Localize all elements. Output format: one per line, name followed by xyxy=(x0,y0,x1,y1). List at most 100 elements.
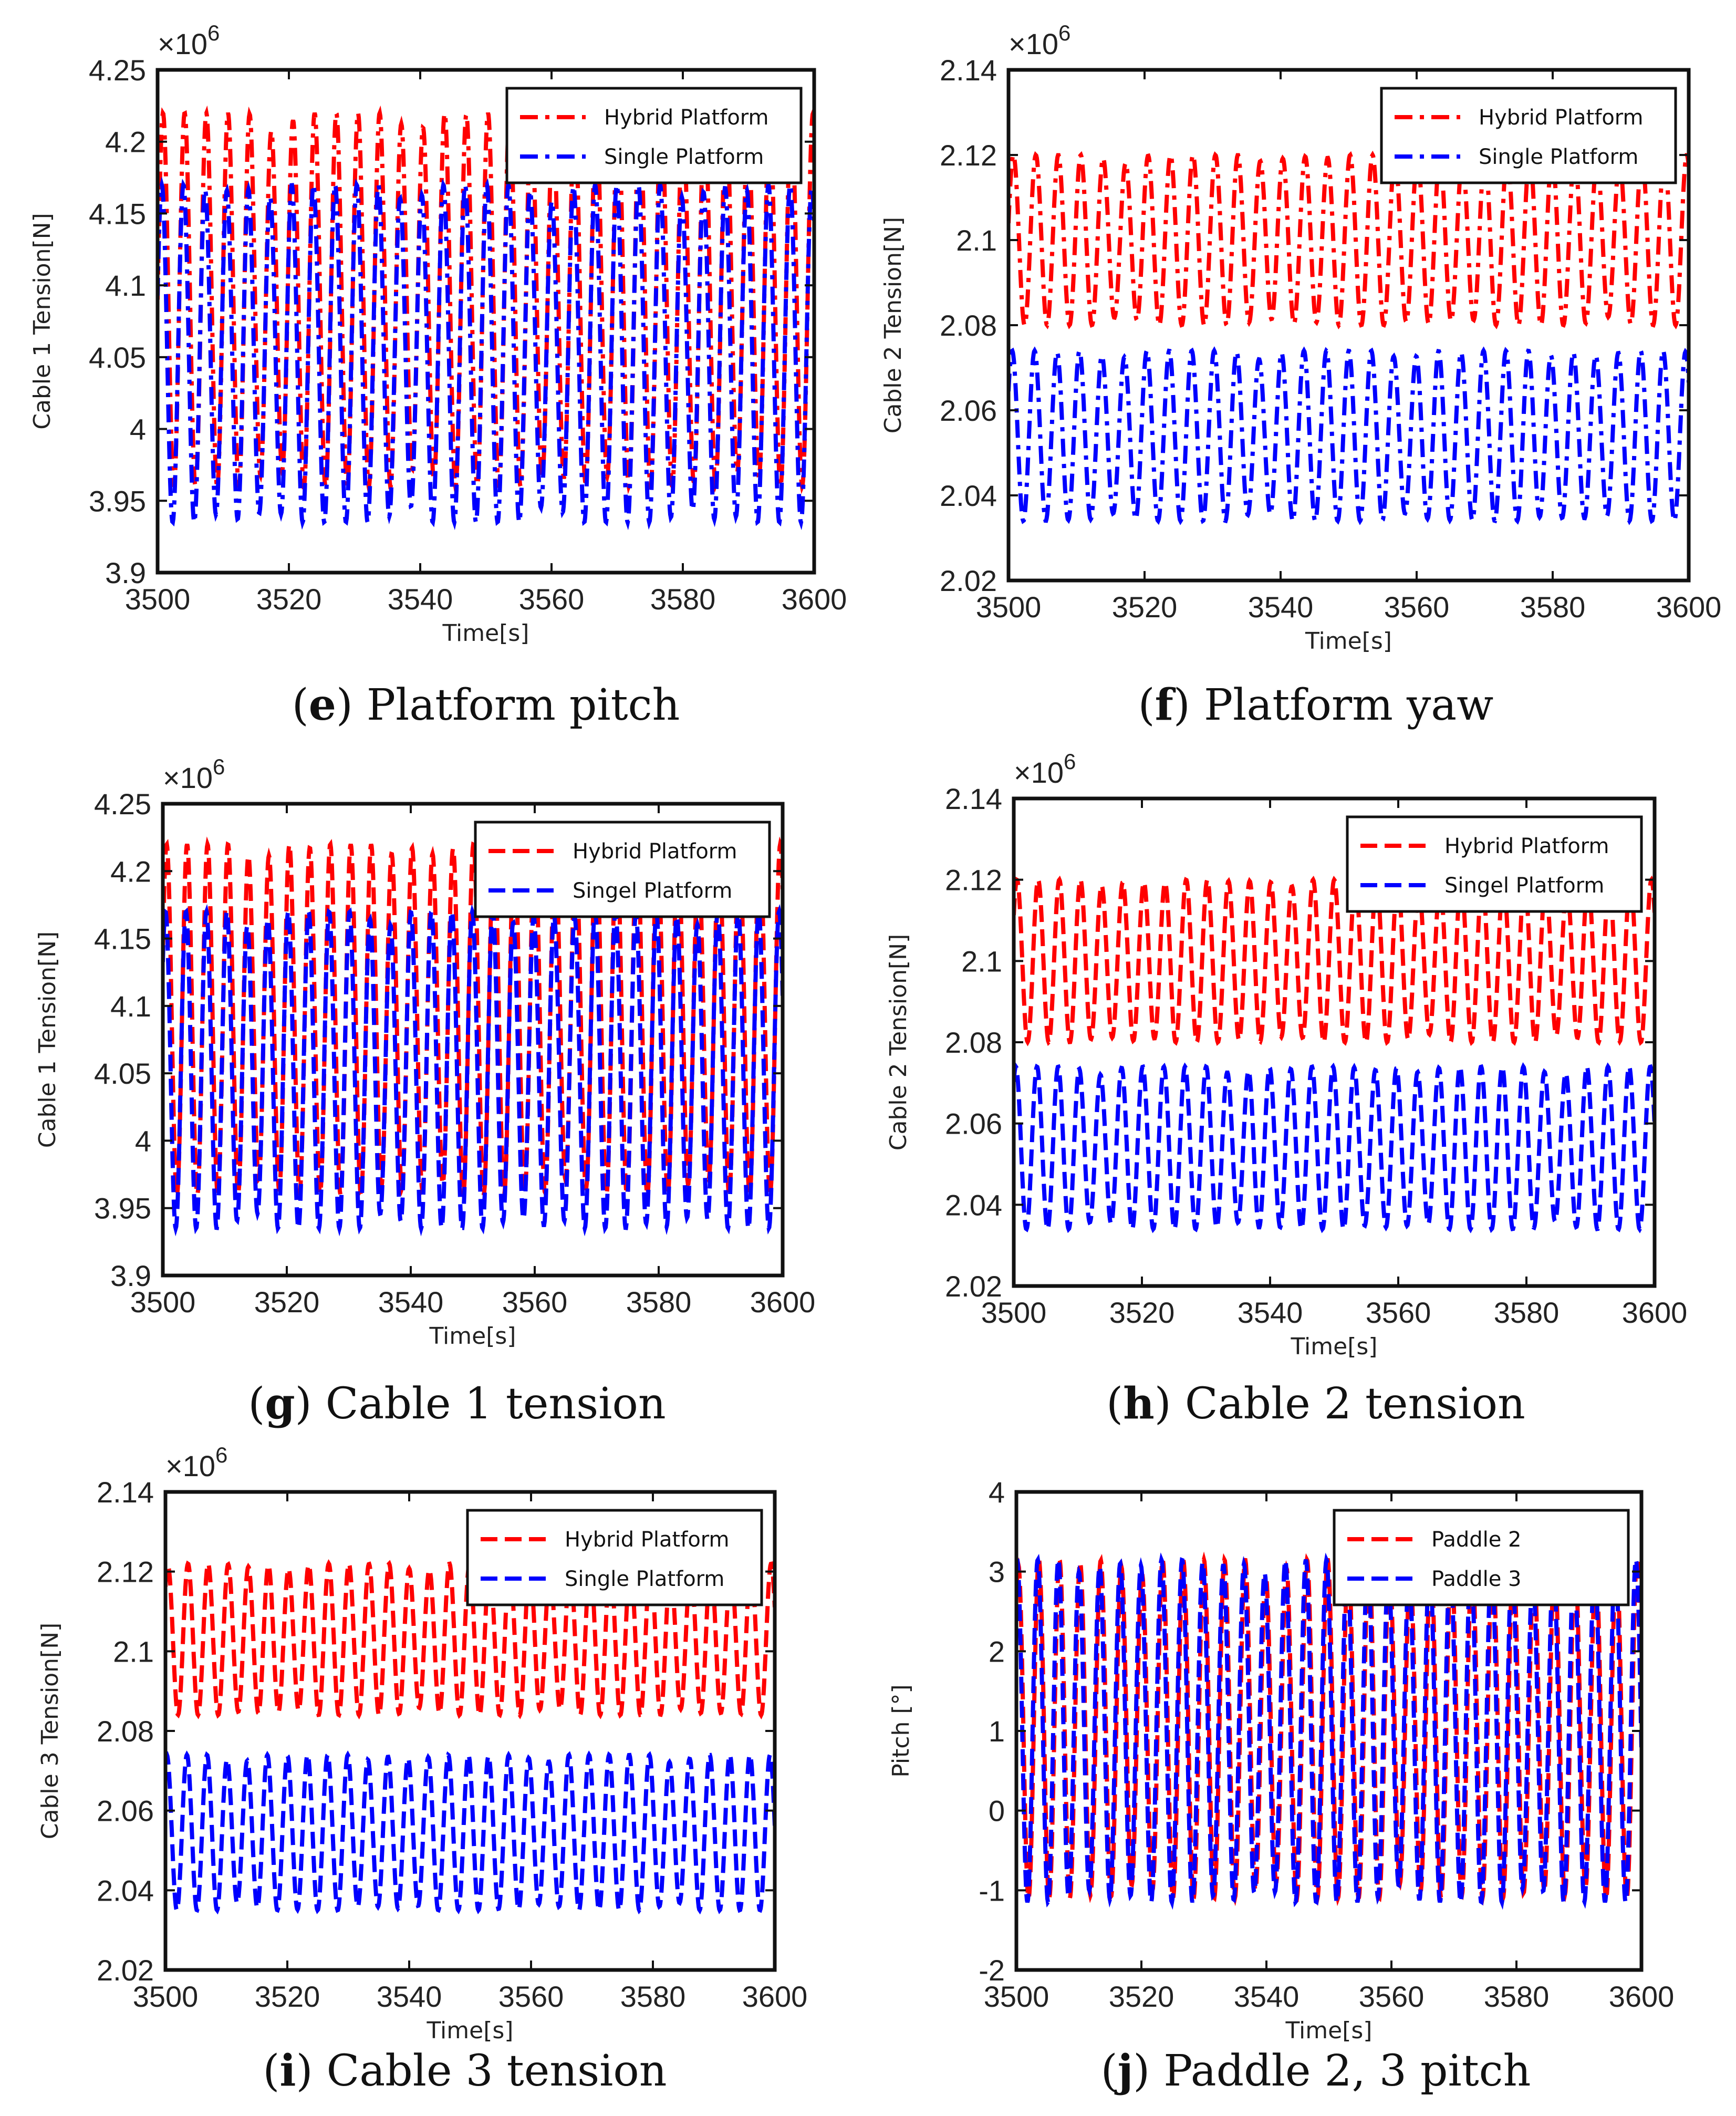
axes-frame xyxy=(161,802,785,1278)
x-tick-label: 3540 xyxy=(1234,1980,1300,2013)
x-tick-label: 3520 xyxy=(255,1980,320,2013)
legend-label: Hybrid Platform xyxy=(573,839,737,864)
series-line xyxy=(1014,1062,1655,1234)
y-tick-label: 4.25 xyxy=(94,787,151,821)
y-tick-label: 3.9 xyxy=(105,556,146,589)
y-tick-label: 0 xyxy=(989,1795,1005,1828)
chart-panel-j: 3500 3520 3540 3560 3580 3600 -2 -1 0 1 2 3 4 Time[s]… xyxy=(888,1476,1674,2096)
x-tick-label: 3560 xyxy=(519,583,585,616)
chart-panel-e: 3500 3520 3540 3560 3580 3600 3.9 3.95 4 4.05 4.1 4… xyxy=(29,20,847,730)
y-tick-label: 2.02 xyxy=(945,1270,1002,1303)
axis-multiplier: ×106 xyxy=(163,754,225,794)
legend-label: Single Platform xyxy=(604,145,764,169)
series-line xyxy=(165,1750,775,1915)
legend-label: Hybrid Platform xyxy=(1444,834,1609,858)
x-tick-label: 3600 xyxy=(1622,1296,1688,1329)
y-tick-label: 2.04 xyxy=(97,1874,154,1907)
x-tick-label: 3560 xyxy=(1359,1980,1425,2013)
y-tick-label: 2.12 xyxy=(97,1555,154,1589)
y-tick-label: 3.95 xyxy=(89,484,146,517)
legend: Hybrid Platform Single Platform xyxy=(1380,87,1677,184)
plot-lines xyxy=(165,1559,775,1915)
legend: Hybrid Platform Single Platform xyxy=(466,1509,763,1606)
y-tick-label: 2.12 xyxy=(940,139,997,172)
x-tick-label: 3540 xyxy=(1248,590,1314,624)
y-axis-label: Cable 1 Tension[N] xyxy=(34,931,61,1148)
panel-caption: (j) Paddle 2, 3 pitch xyxy=(1101,2046,1531,2096)
legend-label: Paddle 3 xyxy=(1431,1567,1522,1591)
y-tick-label: 3.95 xyxy=(94,1192,151,1225)
y-tick-label: 2.14 xyxy=(940,54,997,87)
x-axis-label: Time[s] xyxy=(427,2017,514,2044)
panel-caption: (g) Cable 1 tension xyxy=(248,1378,666,1429)
y-tick-label: 2.12 xyxy=(945,864,1002,897)
legend: Paddle 2 Paddle 3 xyxy=(1333,1509,1630,1606)
series-line xyxy=(158,176,814,531)
x-tick-label: 3600 xyxy=(1609,1980,1675,2013)
legend-label: Singel Platform xyxy=(1444,874,1604,898)
y-tick-label: 2.08 xyxy=(940,309,997,342)
legend-label: Single Platform xyxy=(1479,145,1638,169)
x-tick-label: 3540 xyxy=(377,1980,442,2013)
x-tick-label: 3500 xyxy=(133,1980,199,2013)
x-tick-label: 3500 xyxy=(130,1285,196,1319)
legend-box xyxy=(1333,1509,1630,1606)
y-tick-label: 2.1 xyxy=(961,945,1002,978)
x-tick-label: 3560 xyxy=(1366,1296,1431,1329)
panel-caption: (f) Platform yaw xyxy=(1138,680,1494,730)
legend-label: Paddle 2 xyxy=(1431,1528,1522,1552)
y-tick-label: 4.1 xyxy=(110,990,151,1023)
panel-caption: (h) Cable 2 tension xyxy=(1106,1378,1525,1429)
axes-frame xyxy=(155,68,816,575)
legend-box xyxy=(505,87,803,184)
panel-caption: (i) Cable 3 tension xyxy=(263,2046,667,2096)
y-tick-label: 4.25 xyxy=(89,54,146,87)
axis-multiplier: ×106 xyxy=(1014,749,1076,789)
x-tick-label: 3520 xyxy=(1109,1980,1174,2013)
x-tick-label: 3500 xyxy=(984,1980,1049,2013)
x-tick-label: 3560 xyxy=(502,1285,568,1319)
y-tick-label: 3.9 xyxy=(110,1259,151,1292)
y-tick-label: 4 xyxy=(135,1124,151,1157)
plot-lines xyxy=(1009,150,1689,525)
legend: Hybrid Platform Single Platform xyxy=(505,87,803,184)
y-tick-label: 2.02 xyxy=(97,1954,154,1987)
y-tick-label: 2.06 xyxy=(97,1795,154,1828)
y-axis-label: Pitch [°] xyxy=(888,1684,914,1777)
y-tick-label: -1 xyxy=(979,1874,1005,1907)
plot-lines xyxy=(1016,1551,1641,1910)
y-tick-label: 2.1 xyxy=(956,224,997,257)
legend: Hybrid Platform Singel Platform xyxy=(474,821,771,918)
series-line xyxy=(1009,346,1689,525)
x-tick-label: 3540 xyxy=(1238,1296,1303,1329)
y-tick-label: 4.2 xyxy=(110,855,151,888)
y-axis-label: Cable 1 Tension[N] xyxy=(29,213,56,429)
x-tick-label: 3600 xyxy=(750,1285,816,1319)
chart-panel-g: 3500 3520 3540 3560 3580 3600 3.9 3.95 4 4.05 4.1 4… xyxy=(34,754,815,1429)
chart-panel-h: 3500 3520 3540 3560 3580 3600 2.02 2.04 2.06 2.08… xyxy=(885,749,1687,1429)
y-tick-label: 4 xyxy=(989,1476,1005,1509)
y-tick-label: 2.04 xyxy=(940,479,997,512)
y-tick-label: 2.04 xyxy=(945,1188,1002,1221)
y-axis-label: Cable 2 Tension[N] xyxy=(880,217,907,433)
x-tick-label: 3500 xyxy=(976,590,1042,624)
legend-label: Single Platform xyxy=(565,1567,724,1591)
x-tick-label: 3600 xyxy=(782,583,847,616)
legend-box xyxy=(466,1509,763,1606)
y-tick-label: 1 xyxy=(989,1715,1005,1748)
legend-box xyxy=(1380,87,1677,184)
x-tick-label: 3580 xyxy=(620,1980,686,2013)
series-line xyxy=(1009,150,1689,329)
y-tick-label: 2.1 xyxy=(113,1635,154,1668)
x-tick-label: 3520 xyxy=(1109,1296,1175,1329)
x-tick-label: 3560 xyxy=(1384,590,1450,624)
axis-multiplier: ×106 xyxy=(165,1443,227,1482)
y-tick-label: 2.06 xyxy=(940,394,997,427)
y-tick-label: 4.15 xyxy=(89,197,146,230)
panel-caption: (e) Platform pitch xyxy=(292,680,680,730)
series-line xyxy=(163,904,783,1237)
x-tick-label: 3520 xyxy=(1112,590,1178,624)
y-tick-label: 4.15 xyxy=(94,922,151,956)
y-axis-label: Cable 2 Tension[N] xyxy=(885,934,912,1150)
legend-label: Hybrid Platform xyxy=(565,1528,730,1552)
